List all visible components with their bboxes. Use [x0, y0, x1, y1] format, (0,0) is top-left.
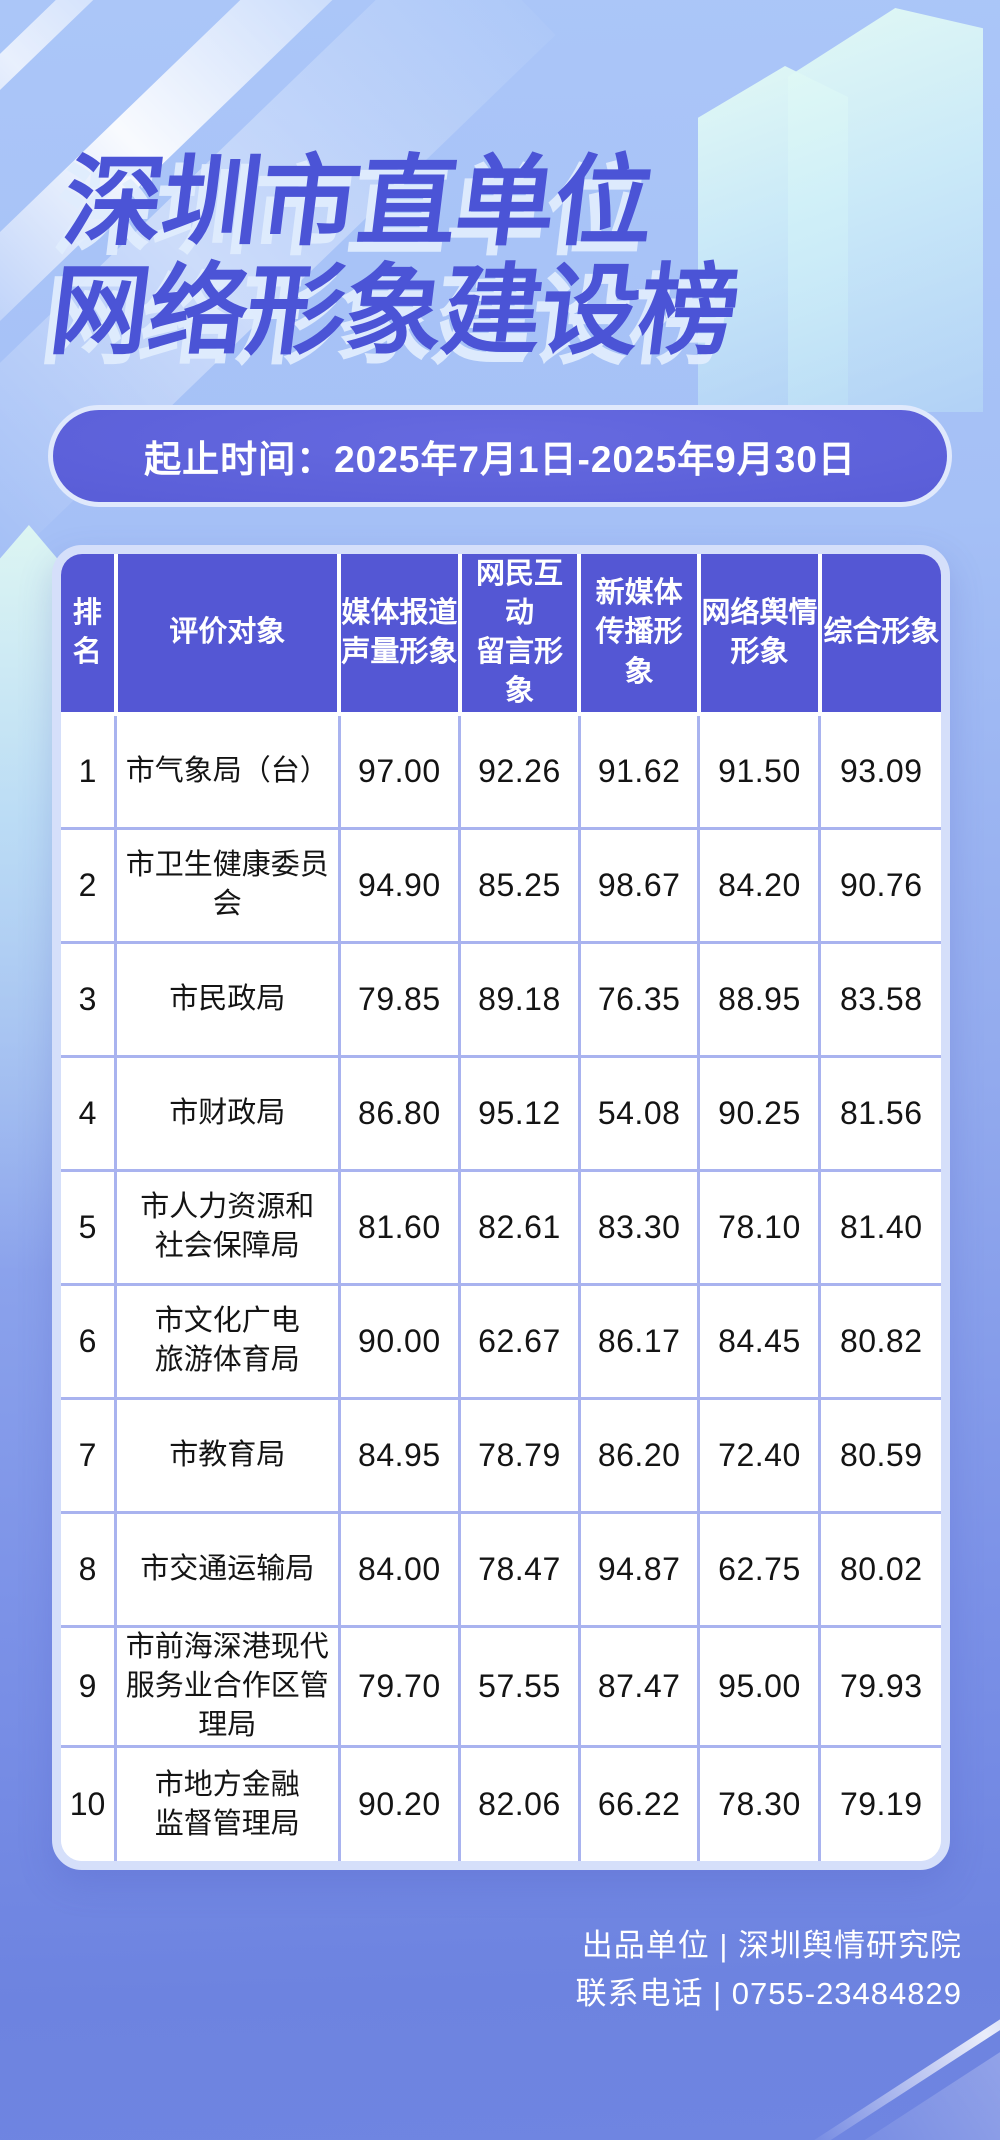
org-name-cell: 市气象局（台） — [114, 712, 341, 830]
table-row: 5 市人力资源和 社会保障局 81.60 82.61 83.30 78.10 81.40 — [61, 1168, 941, 1286]
table-row: 10 市地方金融 监督管理局 90.20 82.06 66.22 78.30 79.19 — [61, 1745, 941, 1861]
score-cell: 79.19 — [818, 1745, 941, 1861]
org-name-cell: 市人力资源和 社会保障局 — [114, 1168, 341, 1286]
score-cell: 86.20 — [577, 1396, 701, 1514]
rank-cell: 5 — [61, 1168, 118, 1286]
score-cell: 79.70 — [337, 1624, 462, 1749]
score-cell: 92.26 — [458, 712, 581, 830]
date-range-text: 起止时间：2025年7月1日-2025年9月30日 — [144, 439, 856, 480]
score-cell: 90.25 — [697, 1054, 822, 1172]
score-cell: 76.35 — [577, 940, 701, 1058]
score-cell: 93.09 — [818, 712, 941, 830]
table-row: 6 市文化广电 旅游体育局 90.00 62.67 86.17 84.45 80.82 — [61, 1282, 941, 1400]
table-row: 3 市民政局 79.85 89.18 76.35 88.95 83.58 — [61, 940, 941, 1058]
score-cell: 66.22 — [577, 1745, 701, 1861]
score-cell: 95.00 — [697, 1624, 822, 1749]
table-row: 4 市财政局 86.80 95.12 54.08 90.25 81.56 — [61, 1054, 941, 1172]
score-cell: 78.79 — [458, 1396, 581, 1514]
org-name-cell: 市卫生健康委员会 — [114, 826, 341, 944]
column-header-6: 综合形象 — [817, 554, 941, 716]
score-cell: 97.00 — [337, 712, 462, 830]
table-row: 9 市前海深港现代 服务业合作区管理局 79.70 57.55 87.47 95.00 79… — [61, 1624, 941, 1749]
score-cell: 84.45 — [697, 1282, 822, 1400]
score-cell: 95.12 — [458, 1054, 581, 1172]
score-cell: 94.87 — [577, 1510, 701, 1628]
score-cell: 98.67 — [577, 826, 701, 944]
rank-cell: 4 — [61, 1054, 118, 1172]
score-cell: 62.75 — [697, 1510, 822, 1628]
score-cell: 80.82 — [818, 1282, 941, 1400]
score-cell: 90.76 — [818, 826, 941, 944]
org-name-cell: 市民政局 — [114, 940, 341, 1058]
footer: 出品单位 | 深圳舆情研究院 联系电话 | 0755-23484829 — [576, 1922, 963, 2018]
rank-cell: 2 — [61, 826, 118, 944]
score-cell: 85.25 — [458, 826, 581, 944]
org-name-cell: 市文化广电 旅游体育局 — [114, 1282, 341, 1400]
ranking-table-card: 排名 评价对象 媒体报道 声量形象 网民互动 留言形象 新媒体 传播形象 网络舆情 形象综… — [52, 545, 950, 1870]
score-cell: 86.80 — [337, 1054, 462, 1172]
score-cell: 79.85 — [337, 940, 462, 1058]
score-cell: 82.61 — [458, 1168, 581, 1286]
column-header-3: 网民互动 留言形象 — [457, 554, 582, 716]
table-row: 2 市卫生健康委员会 94.90 85.25 98.67 84.20 90.76 — [61, 826, 941, 944]
column-header-0: 排名 — [61, 554, 118, 716]
page-title: 深圳市直单位 网络形象建设榜 — [44, 146, 745, 366]
score-cell: 62.67 — [458, 1282, 581, 1400]
org-name-cell: 市交通运输局 — [114, 1510, 341, 1628]
rank-cell: 3 — [61, 940, 118, 1058]
score-cell: 80.02 — [818, 1510, 941, 1628]
score-cell: 82.06 — [458, 1745, 581, 1861]
org-name-cell: 市前海深港现代 服务业合作区管理局 — [114, 1624, 341, 1749]
score-cell: 88.95 — [697, 940, 822, 1058]
score-cell: 87.47 — [577, 1624, 701, 1749]
org-name-cell: 市教育局 — [114, 1396, 341, 1514]
score-cell: 84.20 — [697, 826, 822, 944]
score-cell: 78.10 — [697, 1168, 822, 1286]
score-cell: 81.56 — [818, 1054, 941, 1172]
score-cell: 91.62 — [577, 712, 701, 830]
column-header-5: 网络舆情 形象 — [696, 554, 822, 716]
score-cell: 84.00 — [337, 1510, 462, 1628]
score-cell: 83.58 — [818, 940, 941, 1058]
table-row: 7 市教育局 84.95 78.79 86.20 72.40 80.59 — [61, 1396, 941, 1514]
rank-cell: 10 — [61, 1745, 118, 1861]
score-cell: 54.08 — [577, 1054, 701, 1172]
table-header-row: 排名 评价对象 媒体报道 声量形象 网民互动 留言形象 新媒体 传播形象 网络舆情 形象综… — [61, 554, 941, 716]
score-cell: 86.17 — [577, 1282, 701, 1400]
org-name-cell: 市财政局 — [114, 1054, 341, 1172]
column-header-1: 评价对象 — [113, 554, 342, 716]
rank-cell: 9 — [61, 1624, 118, 1749]
score-cell: 78.30 — [697, 1745, 822, 1861]
table-row: 8 市交通运输局 84.00 78.47 94.87 62.75 80.02 — [61, 1510, 941, 1628]
score-cell: 90.00 — [337, 1282, 462, 1400]
column-header-4: 新媒体 传播形象 — [577, 554, 701, 716]
score-cell: 91.50 — [697, 712, 822, 830]
score-cell: 79.93 — [818, 1624, 941, 1749]
footer-contact: 联系电话 | 0755-23484829 — [575, 1976, 962, 2012]
score-cell: 81.40 — [818, 1168, 941, 1286]
org-name-cell: 市地方金融 监督管理局 — [114, 1745, 341, 1861]
score-cell: 78.47 — [458, 1510, 581, 1628]
rank-cell: 7 — [61, 1396, 118, 1514]
score-cell: 89.18 — [458, 940, 581, 1058]
date-range-banner: 起止时间：2025年7月1日-2025年9月30日 — [48, 405, 952, 507]
ranking-table: 排名 评价对象 媒体报道 声量形象 网民互动 留言形象 新媒体 传播形象 网络舆情 形象综… — [61, 554, 941, 1861]
column-header-2: 媒体报道 声量形象 — [337, 554, 462, 716]
rank-cell: 6 — [61, 1282, 118, 1400]
rank-cell: 1 — [61, 712, 118, 830]
score-cell: 84.95 — [337, 1396, 462, 1514]
score-cell: 81.60 — [337, 1168, 462, 1286]
score-cell: 83.30 — [577, 1168, 701, 1286]
table-row: 1 市气象局（台） 97.00 92.26 91.62 91.50 93.09 — [61, 712, 941, 830]
score-cell: 90.20 — [337, 1745, 462, 1861]
score-cell: 80.59 — [818, 1396, 941, 1514]
score-cell: 94.90 — [337, 826, 462, 944]
footer-producer: 出品单位 | 深圳舆情研究院 — [581, 1928, 962, 1963]
score-cell: 57.55 — [458, 1624, 581, 1749]
rank-cell: 8 — [61, 1510, 118, 1628]
score-cell: 72.40 — [697, 1396, 822, 1514]
glass-tower-right — [788, 8, 983, 412]
